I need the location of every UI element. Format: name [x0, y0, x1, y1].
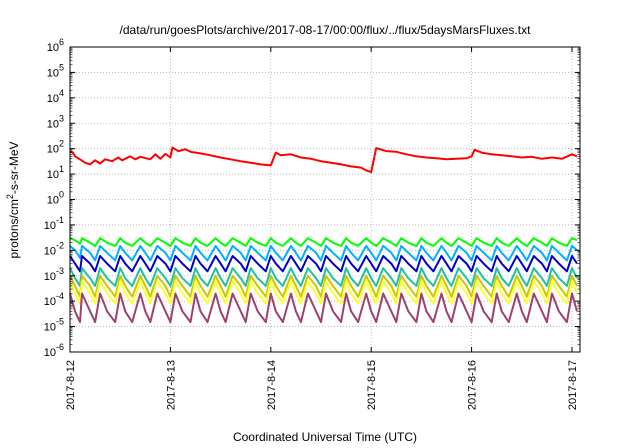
- series-line-1: [69, 146, 578, 174]
- y-axis-label: protons/cm2-s-sr-MeV: [5, 141, 21, 258]
- x-tick-label: 2017-8-14: [266, 360, 278, 410]
- y-tick-label: 104: [47, 88, 64, 105]
- series-line-4: [69, 255, 578, 273]
- y-tick-labels: 10-6 10-5 10-4 10-3 10-2 10-1 100 101 102 103 104 1…: [44, 37, 64, 359]
- series-line-8: [69, 292, 578, 324]
- x-tick-label: 2017-8-15: [366, 360, 378, 410]
- series-line-6: [69, 274, 578, 298]
- series-line-2: [69, 237, 578, 247]
- series-line-5: [69, 267, 578, 287]
- y-tick-label: 10-5: [44, 317, 64, 334]
- y-tick-label: 10-2: [44, 240, 64, 257]
- series-line-3: [69, 244, 578, 262]
- chart-title: /data/run/goesPlots/archive/2017-08-17/0…: [120, 23, 532, 37]
- x-tick-labels: 2017-8-12 2017-8-13 2017-8-14 2017-8-15 2017…: [65, 360, 579, 410]
- y-tick-label: 106: [47, 37, 64, 54]
- y-tick-label: 10-3: [44, 266, 64, 283]
- x-tick-label: 2017-8-17: [567, 360, 579, 410]
- series-line-7: [69, 280, 578, 305]
- series-group: [69, 146, 578, 324]
- y-tick-label: 101: [47, 164, 64, 181]
- x-axis-label: Coordinated Universal Time (UTC): [233, 430, 417, 444]
- x-tick-label: 2017-8-13: [165, 360, 177, 410]
- x-tick-label: 2017-8-12: [65, 360, 77, 410]
- y-tick-label: 102: [47, 139, 64, 156]
- y-tick-label: 105: [47, 62, 64, 79]
- y-tick-label: 100: [47, 190, 64, 207]
- axis-ticks: [69, 46, 580, 353]
- y-tick-label: 103: [47, 113, 64, 130]
- x-tick-label: 2017-8-16: [467, 360, 479, 410]
- y-tick-label: 10-6: [44, 342, 64, 359]
- y-tick-label: 10-1: [44, 215, 64, 232]
- grid-lines: [70, 47, 580, 352]
- y-tick-label: 10-4: [44, 291, 64, 308]
